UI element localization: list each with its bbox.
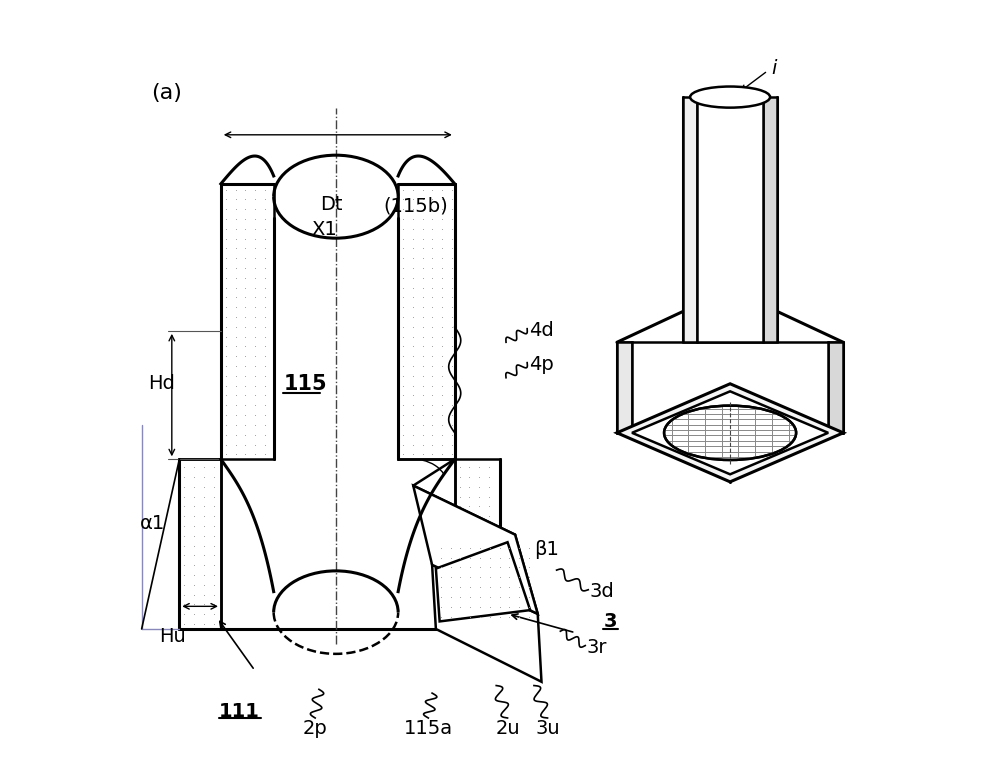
Ellipse shape [690, 87, 770, 108]
Polygon shape [632, 391, 828, 474]
Text: (a): (a) [151, 84, 182, 103]
Text: Dt: Dt [320, 195, 343, 214]
Polygon shape [432, 565, 541, 682]
Text: 115a: 115a [404, 719, 453, 738]
Text: 115: 115 [283, 374, 327, 394]
Text: 3u: 3u [535, 719, 560, 738]
Polygon shape [179, 459, 221, 629]
Polygon shape [455, 459, 500, 629]
Text: 4p: 4p [529, 356, 553, 375]
Polygon shape [697, 97, 763, 342]
Polygon shape [617, 342, 632, 432]
Polygon shape [617, 384, 843, 482]
Polygon shape [398, 184, 455, 459]
Text: 3: 3 [604, 612, 618, 631]
Polygon shape [413, 486, 538, 614]
Text: i: i [772, 59, 777, 78]
Text: 2p: 2p [303, 719, 328, 738]
Polygon shape [683, 97, 697, 342]
Text: 3d: 3d [589, 581, 614, 600]
Text: X1: X1 [311, 220, 337, 239]
Ellipse shape [664, 406, 796, 460]
Text: 4d: 4d [529, 321, 553, 340]
Polygon shape [763, 97, 777, 342]
Text: Hd: Hd [148, 374, 175, 393]
Text: β1: β1 [534, 540, 559, 559]
Text: (115b): (115b) [383, 197, 448, 216]
Polygon shape [828, 342, 843, 432]
Text: 2u: 2u [495, 719, 520, 738]
Polygon shape [632, 342, 828, 432]
Text: 3r: 3r [587, 638, 607, 657]
Text: α1: α1 [139, 514, 165, 533]
Text: 111: 111 [219, 702, 260, 721]
Polygon shape [436, 542, 530, 622]
Polygon shape [221, 184, 274, 459]
Text: Hu: Hu [159, 627, 186, 646]
